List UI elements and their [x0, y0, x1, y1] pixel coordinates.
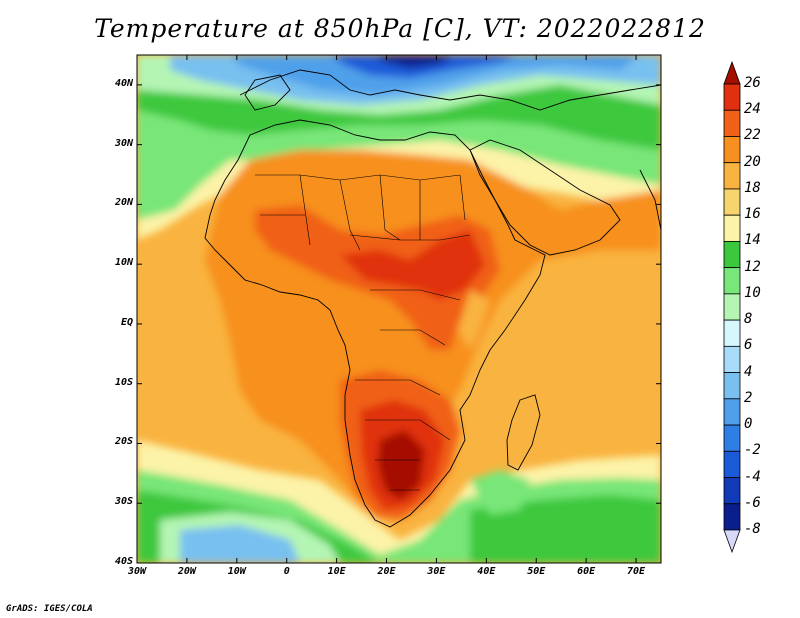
colorbar-label: 18	[744, 179, 761, 196]
lat-label: 20N	[114, 197, 133, 209]
colorbar-label: 2	[744, 389, 753, 406]
lat-label: 10N	[114, 257, 133, 269]
colorbar-swatch	[723, 83, 741, 111]
colorbar-swatch	[723, 188, 741, 216]
colorbar-swatch	[723, 450, 741, 478]
colorbar-swatch	[723, 267, 741, 295]
iberia	[244, 74, 291, 111]
central-africa-deep-red	[340, 230, 485, 300]
colorbar-swatch	[723, 214, 741, 242]
lon-label: 60E	[577, 566, 596, 577]
africa-coastline	[204, 119, 546, 528]
map-title: Temperature at 850hPa [C], VT: 202202281…	[94, 14, 706, 43]
colorbar-label: -8	[744, 521, 761, 537]
lat-label: 30S	[114, 496, 133, 508]
colorbar-label: 0	[744, 416, 753, 433]
colorbar-label: 8	[744, 311, 753, 328]
north-darkest	[375, 55, 455, 68]
plot-frame	[136, 54, 662, 564]
lon-label: 10W	[227, 566, 246, 577]
india-coast	[639, 169, 661, 231]
lat-label: 20S	[114, 436, 133, 448]
colorbar-label: 4	[744, 363, 753, 380]
colorbar-swatch	[723, 162, 741, 190]
colorbar-swatch	[723, 109, 741, 137]
colorbar-label: -4	[744, 468, 761, 485]
lat-label: EQ	[120, 316, 133, 328]
colorbar-swatch	[723, 345, 741, 373]
country-borders	[255, 174, 471, 491]
europe-coast	[239, 69, 661, 111]
east-africa-cool	[458, 290, 490, 350]
credit-text: GrADS: IGES/COLA	[6, 604, 93, 614]
colorbar-swatch	[723, 398, 741, 426]
colorbar-label: 22	[744, 127, 761, 144]
colorbar-swatch	[723, 372, 741, 400]
colorbar-swatch	[723, 424, 741, 452]
lon-label: 50E	[527, 566, 546, 577]
lon-label: 30E	[427, 566, 446, 577]
colorbar-label: -2	[744, 442, 761, 459]
colorbar-label: 6	[744, 337, 753, 354]
lon-label: 20E	[377, 566, 396, 577]
colorbar-bottom-arrow	[723, 529, 741, 554]
colorbar-label: 12	[744, 258, 761, 275]
lat-label: 30N	[114, 137, 133, 149]
madagascar	[506, 394, 541, 471]
temperature-field	[137, 55, 661, 563]
colorbar-top-arrow	[723, 60, 741, 85]
north-deep-blue	[330, 55, 520, 78]
colorbar-label: 14	[744, 232, 761, 249]
lon-label: 20W	[177, 566, 196, 577]
colorbar-label: 24	[744, 101, 761, 118]
south-africa-hottest	[378, 430, 425, 500]
colorbar	[723, 60, 741, 554]
north-blue	[230, 55, 640, 95]
colorbar-swatch	[723, 241, 741, 269]
colorbar-swatch	[723, 319, 741, 347]
lat-label: 40S	[114, 556, 133, 567]
colorbar-swatch	[723, 477, 741, 505]
colorbar-swatch	[723, 136, 741, 164]
lon-label: 10E	[327, 566, 346, 577]
south-east-green	[470, 495, 661, 563]
axis-ticks	[136, 55, 661, 564]
lat-label: 10S	[114, 376, 133, 388]
colorbar-label: 20	[744, 153, 761, 170]
colorbar-label: 16	[744, 206, 761, 223]
lon-label: 30W	[127, 566, 147, 577]
arabian-peninsula	[469, 139, 621, 256]
madagascar-channel-green	[470, 470, 530, 515]
coastline-overlay	[204, 69, 661, 528]
lon-label: 0	[283, 566, 290, 577]
lat-label: 40N	[114, 77, 133, 89]
colorbar-label: -6	[744, 494, 761, 511]
south-light-blue	[180, 525, 300, 563]
colorbar-label: 10	[744, 284, 761, 301]
lon-label: 70E	[627, 566, 646, 577]
colorbar-swatch	[723, 293, 741, 321]
colorbar-swatch	[723, 503, 741, 531]
lon-label: 40E	[477, 566, 496, 577]
colorbar-label: 26	[744, 75, 761, 91]
